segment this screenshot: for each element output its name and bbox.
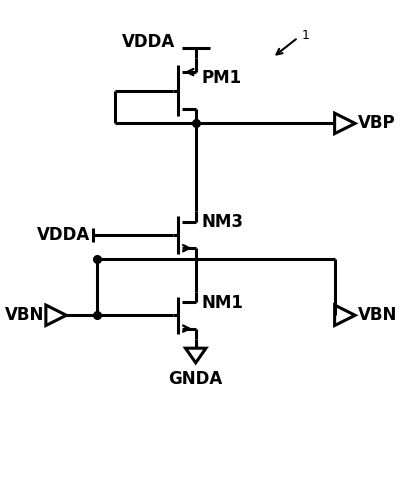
Text: VDDA: VDDA: [36, 226, 90, 244]
Text: VBP: VBP: [358, 114, 396, 132]
Text: VDDA: VDDA: [122, 33, 176, 51]
Text: VBN: VBN: [5, 306, 44, 324]
Text: NM3: NM3: [201, 213, 243, 231]
Text: VBN: VBN: [358, 306, 398, 324]
Text: 1: 1: [302, 29, 310, 42]
Text: NM1: NM1: [201, 293, 243, 312]
Text: PM1: PM1: [201, 69, 241, 87]
Text: GNDA: GNDA: [169, 370, 223, 388]
